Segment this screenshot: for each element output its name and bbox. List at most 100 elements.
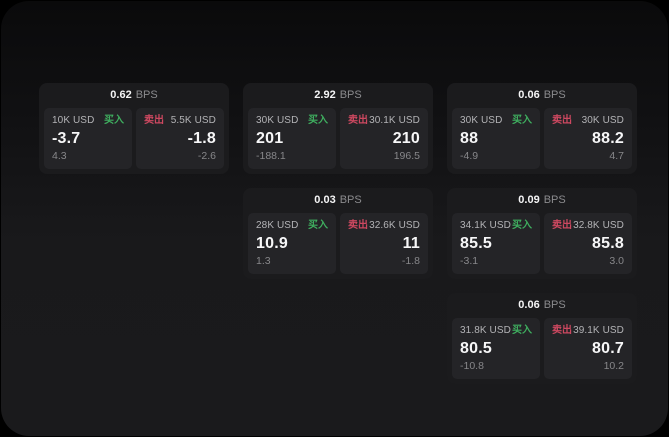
sell-amount: 30K USD [581, 115, 624, 126]
quote-card: 0.06 BPS 30K USD 买入 88 -4.9 卖出 30K USD [447, 83, 637, 174]
buy-panel[interactable]: 10K USD 买入 -3.7 4.3 [44, 108, 132, 169]
sell-panel[interactable]: 卖出 30.1K USD 210 196.5 [340, 108, 428, 169]
buy-amount: 30K USD [256, 115, 299, 126]
buy-price: 80.5 [460, 339, 492, 357]
bps-value: 0.09 [518, 194, 540, 206]
quote-card: 0.03 BPS 28K USD 买入 10.9 1.3 卖出 32.6K US… [243, 188, 433, 279]
quote-card: 0.09 BPS 34.1K USD 买入 85.5 -3.1 卖出 32.8K… [447, 188, 637, 279]
bps-unit-label: BPS [543, 299, 566, 311]
sell-price: 80.7 [592, 339, 624, 357]
buy-panel[interactable]: 30K USD 买入 88 -4.9 [452, 108, 540, 169]
sell-top-row: 卖出 30.1K USD [348, 115, 420, 126]
buy-panel[interactable]: 28K USD 买入 10.9 1.3 [248, 213, 336, 274]
panel-row: 28K USD 买入 10.9 1.3 卖出 32.6K USD 11 -1.8 [243, 213, 433, 279]
sell-top-row: 卖出 30K USD [552, 115, 624, 126]
buy-sub-value: -188.1 [256, 150, 286, 163]
buy-sub-value: 4.3 [52, 150, 67, 163]
buy-top-row: 30K USD 买入 [460, 115, 532, 126]
buy-side-label: 买入 [308, 115, 328, 126]
card-header: 2.92 BPS [243, 83, 433, 108]
buy-top-row: 30K USD 买入 [256, 115, 328, 126]
panel-row: 30K USD 买入 201 -188.1 卖出 30.1K USD 210 1… [243, 108, 433, 174]
sell-side-label: 卖出 [552, 115, 572, 126]
sell-panel[interactable]: 卖出 32.8K USD 85.8 3.0 [544, 213, 632, 274]
card-header: 0.06 BPS [447, 83, 637, 108]
buy-top-row: 34.1K USD 买入 [460, 220, 532, 231]
buy-sub-value: -3.1 [460, 255, 479, 268]
bps-unit-label: BPS [543, 89, 566, 101]
buy-amount: 30K USD [460, 115, 503, 126]
buy-price: 88 [460, 129, 479, 147]
sell-amount: 32.6K USD [369, 220, 420, 231]
buy-amount: 34.1K USD [460, 220, 511, 231]
quote-card: 2.92 BPS 30K USD 买入 201 -188.1 卖出 30.1K … [243, 83, 433, 174]
card-header: 0.03 BPS [243, 188, 433, 213]
buy-side-label: 买入 [512, 115, 532, 126]
bps-value: 0.06 [518, 299, 540, 311]
sell-sub-value: 3.0 [609, 255, 624, 268]
sell-sub-value: -2.6 [197, 150, 216, 163]
bps-unit-label: BPS [543, 194, 566, 206]
sell-amount: 39.1K USD [573, 325, 624, 336]
buy-side-label: 买入 [512, 220, 532, 231]
buy-top-row: 28K USD 买入 [256, 220, 328, 231]
bps-value: 0.62 [110, 89, 132, 101]
panel-row: 10K USD 买入 -3.7 4.3 卖出 5.5K USD -1.8 -2.… [39, 108, 229, 174]
card-header: 0.62 BPS [39, 83, 229, 108]
buy-price: 85.5 [460, 234, 492, 252]
sell-side-label: 卖出 [144, 115, 164, 126]
panel-row: 31.8K USD 买入 80.5 -10.8 卖出 39.1K USD 80.… [447, 318, 637, 384]
sell-panel[interactable]: 卖出 30K USD 88.2 4.7 [544, 108, 632, 169]
bps-value: 2.92 [314, 89, 336, 101]
buy-top-row: 31.8K USD 买入 [460, 325, 532, 336]
buy-side-label: 买入 [512, 325, 532, 336]
sell-top-row: 卖出 39.1K USD [552, 325, 624, 336]
sell-price: 85.8 [592, 234, 624, 252]
sell-top-row: 卖出 32.8K USD [552, 220, 624, 231]
buy-panel[interactable]: 31.8K USD 买入 80.5 -10.8 [452, 318, 540, 379]
sell-side-label: 卖出 [552, 220, 572, 231]
card-header: 0.06 BPS [447, 293, 637, 318]
bps-unit-label: BPS [339, 194, 362, 206]
sell-price: 210 [392, 129, 420, 147]
sell-panel[interactable]: 卖出 5.5K USD -1.8 -2.6 [136, 108, 224, 169]
buy-price: 10.9 [256, 234, 288, 252]
bps-value: 0.03 [314, 194, 336, 206]
sell-amount: 30.1K USD [369, 115, 420, 126]
sell-panel[interactable]: 卖出 39.1K USD 80.7 10.2 [544, 318, 632, 379]
sell-sub-value: -1.8 [401, 255, 420, 268]
quote-card: 0.62 BPS 10K USD 买入 -3.7 4.3 卖出 5.5K USD [39, 83, 229, 174]
buy-sub-value: 1.3 [256, 255, 271, 268]
buy-panel[interactable]: 34.1K USD 买入 85.5 -3.1 [452, 213, 540, 274]
buy-price: -3.7 [52, 129, 81, 147]
sell-price: -1.8 [187, 129, 216, 147]
quote-card: 0.06 BPS 31.8K USD 买入 80.5 -10.8 卖出 39.1… [447, 293, 637, 384]
sell-side-label: 卖出 [552, 325, 572, 336]
buy-panel[interactable]: 30K USD 买入 201 -188.1 [248, 108, 336, 169]
quote-card-grid: 0.62 BPS 10K USD 买入 -3.7 4.3 卖出 5.5K USD [39, 83, 637, 384]
bps-unit-label: BPS [135, 89, 158, 101]
buy-top-row: 10K USD 买入 [52, 115, 124, 126]
sell-price: 11 [402, 234, 420, 252]
buy-amount: 28K USD [256, 220, 299, 231]
sell-side-label: 卖出 [348, 115, 368, 126]
card-header: 0.09 BPS [447, 188, 637, 213]
sell-sub-value: 10.2 [603, 360, 624, 373]
buy-side-label: 买入 [104, 115, 124, 126]
bps-value: 0.06 [518, 89, 540, 101]
buy-price: 201 [256, 129, 284, 147]
panel-row: 34.1K USD 买入 85.5 -3.1 卖出 32.8K USD 85.8… [447, 213, 637, 279]
buy-amount: 31.8K USD [460, 325, 511, 336]
panel-row: 30K USD 买入 88 -4.9 卖出 30K USD 88.2 4.7 [447, 108, 637, 174]
sell-sub-value: 4.7 [609, 150, 624, 163]
sell-sub-value: 196.5 [393, 150, 420, 163]
sell-price: 88.2 [592, 129, 624, 147]
buy-sub-value: -10.8 [460, 360, 484, 373]
sell-panel[interactable]: 卖出 32.6K USD 11 -1.8 [340, 213, 428, 274]
sell-amount: 5.5K USD [170, 115, 216, 126]
sell-amount: 32.8K USD [573, 220, 624, 231]
bps-unit-label: BPS [339, 89, 362, 101]
buy-sub-value: -4.9 [460, 150, 479, 163]
sell-top-row: 卖出 5.5K USD [144, 115, 216, 126]
